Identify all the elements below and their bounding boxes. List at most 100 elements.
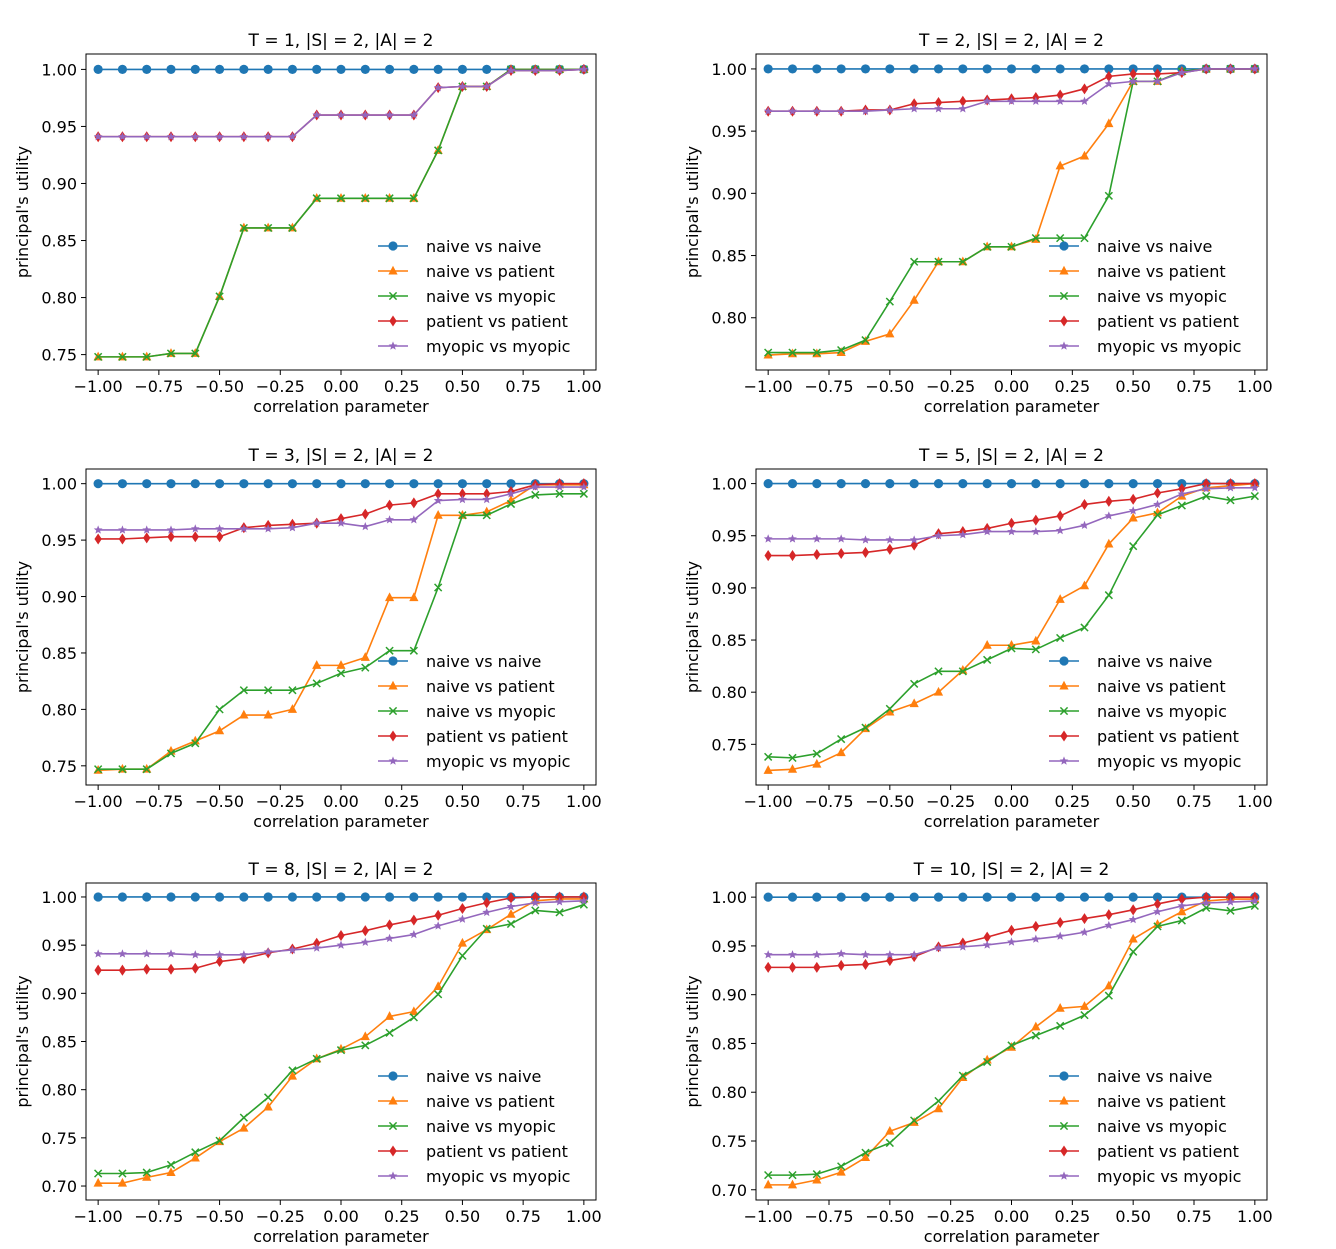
data-point — [191, 962, 199, 974]
data-point — [1104, 538, 1114, 548]
x-tick-label: −0.50 — [865, 377, 914, 396]
data-point — [579, 489, 588, 498]
data-point — [934, 257, 943, 266]
y-axis-label: principal's utility — [13, 975, 32, 1107]
data-point — [264, 1093, 273, 1102]
data-point — [1056, 233, 1065, 243]
data-point — [1055, 892, 1065, 902]
data-point — [1080, 623, 1089, 632]
series-patient-vs-patient — [94, 63, 588, 143]
data-point — [312, 679, 321, 688]
data-point — [312, 194, 321, 203]
data-point — [506, 909, 516, 918]
legend-label: naive vs naive — [1097, 652, 1212, 671]
legend-label: naive vs naive — [1097, 237, 1212, 256]
data-point — [1007, 924, 1016, 936]
data-point — [1080, 498, 1089, 510]
data-point — [812, 479, 822, 489]
data-point — [190, 1152, 200, 1162]
data-point — [385, 1028, 394, 1037]
legend-label: patient vs patient — [426, 727, 568, 746]
legend-marker — [388, 756, 398, 765]
data-point — [1031, 479, 1041, 489]
data-point — [191, 531, 199, 543]
x-tick-label: −1.00 — [74, 1207, 123, 1226]
x-tick-label: 0.50 — [445, 377, 481, 396]
plot-frame — [755, 53, 1268, 371]
data-point — [1153, 922, 1162, 931]
data-point — [958, 892, 968, 902]
data-point — [263, 479, 273, 489]
data-point — [312, 518, 322, 527]
y-tick-label: 0.80 — [711, 309, 747, 328]
data-point — [836, 747, 846, 757]
data-point — [1007, 517, 1016, 529]
legend-label: myopic vs myopic — [426, 337, 570, 356]
data-point — [143, 532, 151, 544]
data-point — [787, 892, 798, 902]
legend-marker — [389, 315, 397, 327]
data-point — [909, 950, 919, 959]
data-point — [409, 515, 419, 524]
data-point — [861, 723, 870, 732]
data-point — [1177, 501, 1186, 510]
data-point — [1152, 892, 1163, 902]
data-point — [263, 1101, 273, 1111]
data-point — [384, 892, 395, 902]
y-tick-label: 0.95 — [41, 936, 77, 955]
legend-label: myopic vs myopic — [1097, 1167, 1241, 1186]
y-axis-label: principal's utility — [13, 561, 32, 693]
data-point — [1007, 644, 1016, 653]
y-tick-label: 0.90 — [41, 984, 77, 1003]
data-point — [933, 686, 944, 696]
data-point — [886, 955, 894, 967]
data-point — [143, 963, 151, 975]
data-point — [885, 105, 895, 114]
data-point — [1055, 525, 1065, 535]
data-point — [361, 663, 370, 672]
x-tick-label: 1.00 — [1237, 377, 1273, 396]
data-point — [763, 64, 773, 74]
data-point — [384, 592, 395, 602]
data-point — [555, 489, 564, 498]
data-point — [958, 530, 968, 539]
data-point — [958, 479, 968, 489]
data-point — [1104, 920, 1114, 930]
y-tick-label: 0.75 — [41, 346, 77, 365]
data-point — [263, 892, 273, 902]
data-point — [1250, 901, 1259, 911]
x-axis-label: correlation parameter — [253, 812, 429, 831]
data-point — [1007, 96, 1016, 105]
x-tick-label: 0.00 — [323, 792, 359, 811]
x-tick-label: −0.75 — [134, 792, 183, 811]
data-point — [910, 1116, 919, 1125]
data-point — [1055, 479, 1065, 489]
data-point — [983, 1057, 992, 1067]
data-point — [142, 1168, 151, 1177]
data-point — [861, 950, 870, 959]
y-tick-label: 0.85 — [711, 1034, 747, 1053]
data-point — [142, 352, 151, 362]
data-point — [1055, 594, 1065, 603]
data-point — [1128, 512, 1138, 522]
data-point — [166, 349, 176, 358]
data-point — [482, 81, 492, 91]
data-point — [1201, 64, 1211, 73]
data-point — [1177, 916, 1186, 925]
data-point — [118, 949, 127, 958]
data-point — [1007, 937, 1016, 946]
legend-label: naive vs myopic — [426, 1117, 556, 1136]
data-point — [764, 1170, 773, 1180]
data-point — [812, 106, 822, 115]
data-point — [1031, 233, 1040, 243]
data-point — [118, 352, 127, 362]
data-point — [787, 479, 798, 489]
data-point — [958, 942, 968, 951]
data-point — [1177, 68, 1187, 77]
data-point — [239, 524, 249, 533]
data-point — [1153, 898, 1162, 910]
data-point — [433, 921, 443, 930]
legend-label: naive vs naive — [426, 1067, 541, 1086]
data-point — [837, 547, 845, 559]
data-point — [142, 949, 152, 958]
